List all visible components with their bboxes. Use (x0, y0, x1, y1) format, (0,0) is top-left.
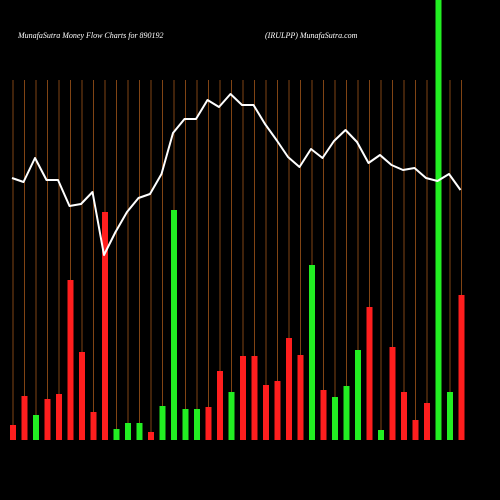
bar (435, 0, 442, 440)
bar (79, 352, 85, 440)
bar (424, 403, 430, 440)
bar (343, 386, 350, 440)
bar (56, 394, 62, 440)
bar (125, 423, 131, 440)
bar (286, 338, 292, 440)
bar (263, 385, 269, 440)
bar (10, 425, 16, 440)
chart-title: MunafaSutra Money Flow Charts for 890192 (17, 31, 164, 40)
bar (412, 420, 419, 440)
bar (274, 381, 281, 440)
bar (148, 432, 154, 440)
bar (21, 396, 28, 440)
bar (102, 212, 108, 440)
bar (136, 423, 143, 440)
bar (194, 409, 200, 440)
bar (332, 397, 338, 440)
bar (217, 371, 223, 440)
bar (251, 356, 258, 440)
bar (401, 392, 407, 440)
bar (355, 350, 361, 440)
bar (228, 392, 235, 440)
chart-subtitle: (IRULPP) MunafaSutra.com (265, 31, 358, 40)
bar (458, 295, 465, 440)
bar (171, 210, 177, 440)
bar (33, 415, 39, 440)
bar (378, 430, 384, 440)
bar (159, 406, 166, 440)
bar (447, 392, 453, 440)
bar (240, 356, 246, 440)
bar (320, 390, 327, 440)
bar (389, 347, 396, 440)
bar (205, 407, 212, 440)
bar (182, 409, 189, 440)
bar (90, 412, 97, 440)
bar (113, 429, 120, 440)
bar (366, 307, 373, 440)
bar (67, 280, 74, 440)
bar (297, 355, 304, 440)
bar (44, 399, 51, 440)
money-flow-line (11, 93, 462, 256)
bar (309, 265, 315, 440)
